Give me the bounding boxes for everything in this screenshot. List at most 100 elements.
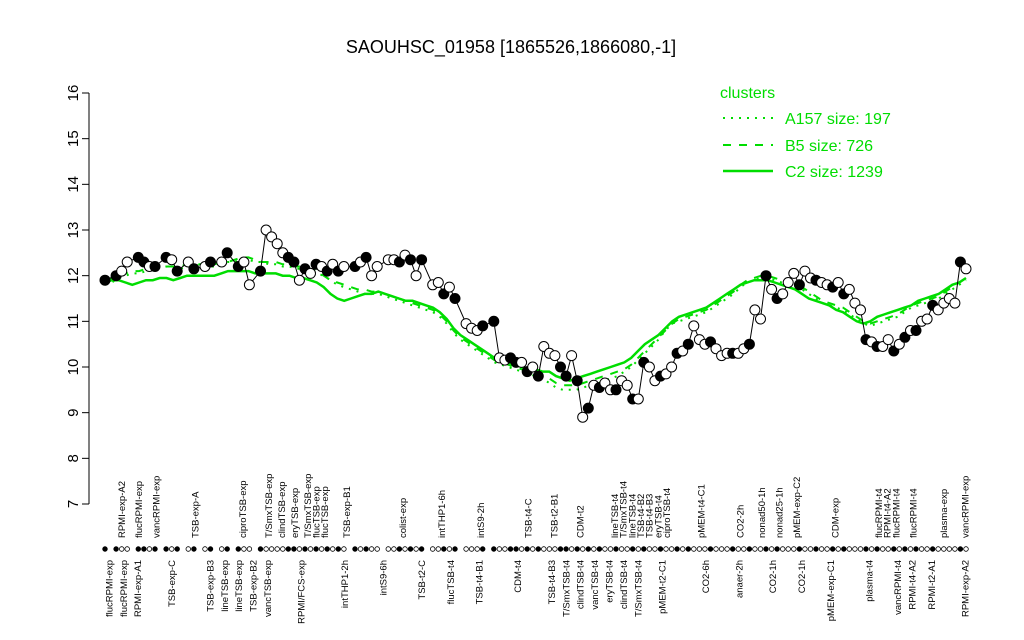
data-point-open: [577, 411, 589, 423]
rug-mark: [313, 546, 319, 552]
data-point-filled: [360, 251, 372, 263]
rug-mark: [163, 546, 169, 552]
rug-mark: [852, 546, 858, 552]
data-point-open: [566, 350, 578, 362]
rug-mark: [218, 546, 225, 552]
x-label-top: clindTSB-exp: [277, 482, 288, 539]
rug-mark: [885, 546, 891, 552]
data-point-open: [788, 267, 800, 279]
data-point-filled: [477, 320, 489, 332]
rug-mark: [824, 546, 830, 552]
rug-mark: [585, 546, 591, 552]
rug-mark: [757, 546, 764, 552]
rug-mark: [341, 546, 347, 552]
rug-mark: [357, 546, 364, 552]
rug-mark: [102, 546, 108, 552]
x-label-top: TSB-exp-B1: [342, 486, 353, 538]
rug-mark: [591, 546, 597, 552]
rug-mark: [868, 546, 875, 552]
rug-mark: [513, 546, 519, 552]
rug-mark: [302, 546, 308, 552]
rug-mark: [796, 546, 803, 552]
x-label-bottom: CO2-1h: [768, 560, 779, 593]
rug-mark: [468, 546, 475, 552]
x-label-top: lineTSB-t4: [627, 494, 638, 538]
data-point-open: [855, 304, 866, 316]
rug-mark: [607, 546, 614, 552]
rug-mark: [880, 546, 886, 552]
x-label-bottom: RPMI-exp-A1: [133, 560, 144, 617]
rug-mark: [918, 546, 925, 552]
data-point-open: [632, 393, 644, 405]
x-label-top: CO2-2h: [736, 505, 747, 538]
data-point-open: [949, 297, 961, 309]
data-point-open: [432, 277, 444, 288]
x-label-bottom: pMEM-exp-C1: [826, 560, 837, 621]
x-label-top: vancRPMI-exp: [961, 476, 972, 538]
rug-mark: [941, 546, 947, 552]
rug-mark: [613, 546, 619, 552]
rug-mark: [841, 546, 847, 552]
rug-mark: [957, 546, 964, 552]
rug-mark: [907, 546, 914, 552]
rug-mark: [402, 546, 408, 552]
x-label-top: TSB-t4-C: [524, 498, 535, 538]
data-point-open: [688, 320, 700, 332]
x-label-top: RPMI-t4-A2: [883, 488, 894, 538]
data-point-open: [271, 238, 283, 250]
x-label-top: CDM-exp: [831, 498, 842, 538]
x-label-top: plasma-exp: [939, 489, 950, 538]
x-label-top: eryTSB-exp: [290, 488, 301, 538]
x-label-bottom: TSB-t4-B1: [475, 560, 486, 604]
rug-mark: [224, 546, 230, 552]
data-point-filled: [221, 247, 233, 259]
rug-mark: [441, 546, 447, 552]
rug-mark: [663, 546, 669, 552]
rug-mark: [241, 546, 247, 552]
data-point-open: [216, 256, 228, 268]
rug-mark: [652, 546, 658, 552]
data-point-open: [243, 279, 255, 291]
x-label-top: T/SmxTSB-exp: [303, 474, 314, 538]
data-point-open: [882, 334, 894, 346]
x-label-bottom: flucTSB-t4: [446, 560, 457, 604]
x-label-top: pMEM-t4-C1: [697, 484, 708, 538]
x-label-top: T/SmxTSB-exp: [264, 474, 275, 538]
y-tick-label: 14: [65, 176, 82, 193]
x-label-top: RPMI-exp-A2: [117, 481, 128, 538]
data-point-open: [643, 361, 655, 373]
y-tick-label: 9: [65, 408, 82, 416]
rug-mark: [207, 546, 214, 552]
rug-mark: [113, 546, 119, 552]
rug-mark: [646, 546, 653, 552]
expression-line: [104, 228, 967, 419]
data-point-filled: [171, 265, 183, 277]
rug-mark: [702, 546, 708, 552]
rug-mark: [246, 546, 253, 552]
rug-mark: [391, 546, 397, 552]
rug-mark: [674, 546, 680, 552]
x-label-bottom: CDM-t4: [513, 560, 524, 593]
legend-entry-c2: C2 size: 1239: [785, 164, 883, 181]
rug-mark: [280, 546, 286, 552]
rug-mark: [435, 546, 441, 552]
data-point-open: [166, 254, 178, 266]
data-points: [99, 224, 972, 423]
rug-mark: [285, 546, 291, 552]
x-label-bottom: CO2-6h: [701, 560, 712, 593]
data-point-open: [921, 313, 933, 325]
data-point-filled: [582, 402, 594, 414]
y-tick-label: 12: [65, 267, 82, 284]
x-label-top: ciproTSB-exp: [238, 480, 249, 538]
x-label-bottom: TSB-exp-B3: [205, 560, 216, 612]
data-point-filled: [449, 293, 461, 304]
rug-mark: [863, 546, 869, 552]
rug-mark: [291, 546, 297, 552]
rug-mark: [935, 546, 941, 552]
x-label-top: flucTSB-exp: [320, 486, 331, 538]
rug-mark: [407, 546, 414, 552]
x-label-bottom: CO2-1h: [797, 560, 808, 593]
rug-mark: [518, 546, 525, 552]
x-label-top: intTHP1-6h: [437, 490, 448, 538]
rug-mark: [574, 546, 580, 552]
